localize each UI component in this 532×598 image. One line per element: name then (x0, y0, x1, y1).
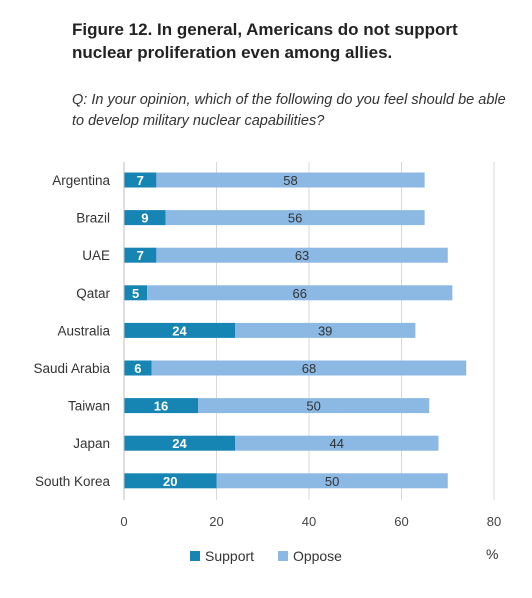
x-tick-label: 40 (302, 514, 316, 529)
x-tick-label: 60 (394, 514, 408, 529)
data-label: 5 (132, 286, 139, 301)
bar-oppose (216, 473, 448, 489)
bar-oppose (156, 172, 425, 188)
bar-oppose (156, 247, 448, 263)
legend-label-support: Support (205, 548, 255, 564)
legend-item-oppose: Oppose (277, 548, 342, 564)
data-label: 66 (293, 286, 307, 301)
bar-support (124, 360, 152, 376)
data-label: 7 (137, 248, 144, 263)
chart-subtitle: Q: In your opinion, which of the followi… (72, 92, 506, 129)
legend: Support Oppose (0, 548, 532, 564)
data-label: 7 (137, 173, 144, 188)
data-label: 9 (141, 211, 148, 226)
data-label: 68 (302, 361, 316, 376)
data-label: 44 (330, 436, 344, 451)
bar-oppose (165, 210, 425, 226)
bar-support (124, 285, 148, 301)
legend-item-support: Support (190, 548, 254, 564)
data-label: 24 (172, 323, 187, 338)
bar-oppose (235, 322, 416, 338)
data-label: 39 (318, 323, 332, 338)
bar-support (124, 473, 217, 489)
bar-oppose (198, 398, 430, 414)
data-label: 24 (172, 436, 187, 451)
bar-support (124, 435, 235, 451)
data-label: 50 (306, 399, 320, 414)
category-label: Brazil (76, 211, 110, 226)
category-label: South Korea (35, 474, 111, 489)
category-label: Qatar (76, 286, 110, 301)
category-label: Saudi Arabia (33, 361, 110, 376)
data-label: 16 (154, 399, 168, 414)
bar-oppose (235, 435, 439, 451)
legend-label-oppose: Oppose (292, 548, 342, 564)
legend-swatch-oppose (277, 551, 288, 561)
bar-support (124, 322, 235, 338)
chart-title: Figure 12. In general, Americans do not … (72, 20, 458, 62)
data-label: 63 (295, 248, 309, 263)
category-label: Argentina (52, 173, 110, 188)
x-tick-label: 0 (120, 514, 127, 529)
category-label: Taiwan (68, 399, 110, 414)
bar-support (124, 247, 157, 263)
category-label: UAE (82, 248, 110, 263)
category-label: Australia (57, 323, 110, 338)
bar-support (124, 398, 198, 414)
unit-label: % (486, 546, 499, 562)
bar-oppose (151, 360, 467, 376)
category-label: Japan (73, 436, 110, 451)
bar-oppose (147, 285, 453, 301)
data-label: 56 (288, 211, 302, 226)
data-label: 58 (283, 173, 297, 188)
x-tick-label: 20 (209, 514, 223, 529)
legend-swatch-support (190, 551, 200, 561)
data-label: 50 (325, 474, 339, 489)
data-label: 6 (134, 361, 141, 376)
x-tick-label: 80 (487, 514, 501, 529)
bar-support (124, 210, 166, 226)
data-label: 20 (163, 474, 177, 489)
bar-support (124, 172, 157, 188)
